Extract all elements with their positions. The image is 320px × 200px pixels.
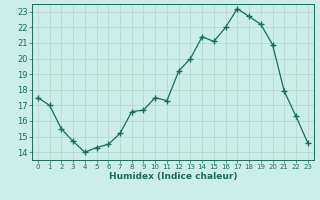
X-axis label: Humidex (Indice chaleur): Humidex (Indice chaleur) xyxy=(108,172,237,181)
